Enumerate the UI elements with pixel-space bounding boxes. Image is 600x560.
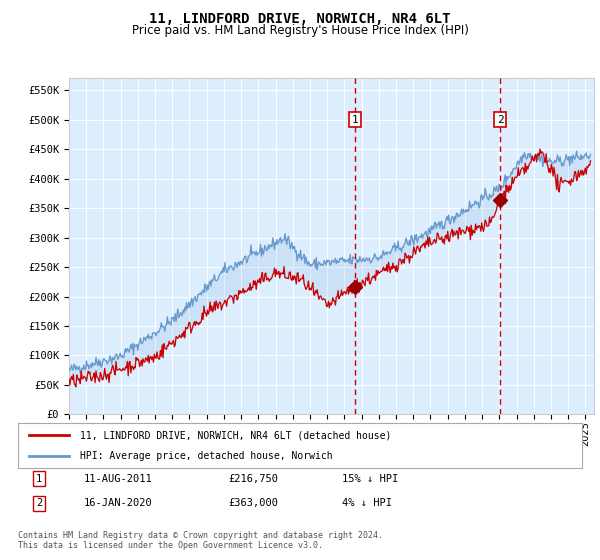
Text: Contains HM Land Registry data © Crown copyright and database right 2024.
This d: Contains HM Land Registry data © Crown c… (18, 531, 383, 550)
Text: 1: 1 (352, 115, 358, 125)
Text: 2: 2 (36, 498, 42, 508)
Text: 4% ↓ HPI: 4% ↓ HPI (342, 498, 392, 508)
Text: 11, LINDFORD DRIVE, NORWICH, NR4 6LT (detached house): 11, LINDFORD DRIVE, NORWICH, NR4 6LT (de… (80, 430, 391, 440)
Text: 11, LINDFORD DRIVE, NORWICH, NR4 6LT: 11, LINDFORD DRIVE, NORWICH, NR4 6LT (149, 12, 451, 26)
Text: 15% ↓ HPI: 15% ↓ HPI (342, 474, 398, 484)
Text: HPI: Average price, detached house, Norwich: HPI: Average price, detached house, Norw… (80, 451, 332, 461)
Text: 16-JAN-2020: 16-JAN-2020 (84, 498, 153, 508)
Text: 2: 2 (497, 115, 503, 125)
Text: 11-AUG-2011: 11-AUG-2011 (84, 474, 153, 484)
Text: Price paid vs. HM Land Registry's House Price Index (HPI): Price paid vs. HM Land Registry's House … (131, 24, 469, 36)
Text: £216,750: £216,750 (228, 474, 278, 484)
Text: 1: 1 (36, 474, 42, 484)
Text: £363,000: £363,000 (228, 498, 278, 508)
